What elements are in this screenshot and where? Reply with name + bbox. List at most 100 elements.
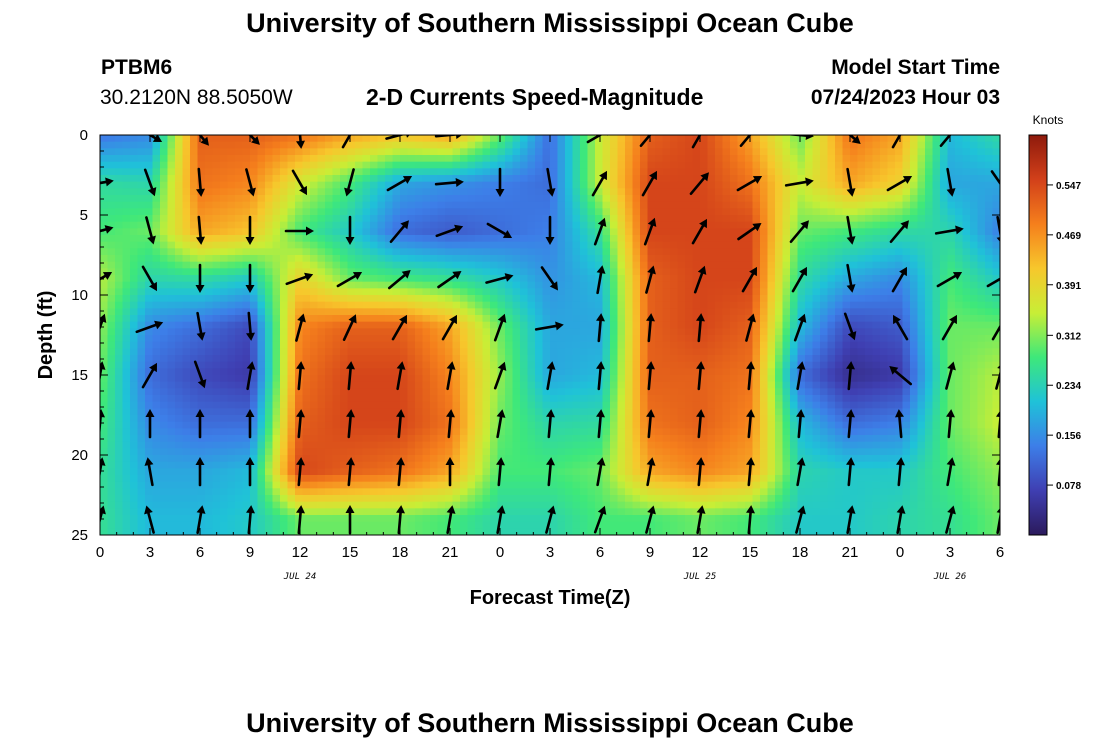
heatmap-cell xyxy=(392,488,401,496)
heatmap-cell xyxy=(715,275,724,283)
heatmap-cell xyxy=(565,528,574,535)
heatmap-cell xyxy=(250,461,259,469)
heatmap-cell xyxy=(467,475,476,483)
heatmap-cell xyxy=(325,248,334,256)
heatmap-cell xyxy=(107,281,116,289)
heatmap-cell xyxy=(595,501,604,509)
heatmap-cell xyxy=(220,135,229,143)
heatmap-cell xyxy=(587,241,596,249)
heatmap-cell xyxy=(707,348,716,356)
heatmap-cell xyxy=(482,215,491,223)
heatmap-cell xyxy=(175,195,184,203)
heatmap-cell xyxy=(700,388,709,396)
heatmap-cell xyxy=(310,255,319,263)
heatmap-cell xyxy=(100,408,109,416)
heatmap-cell xyxy=(332,255,341,263)
heatmap-cell xyxy=(182,448,191,456)
heatmap-cell xyxy=(535,395,544,403)
heatmap-cell xyxy=(535,375,544,383)
heatmap-cell xyxy=(182,475,191,483)
heatmap-cell xyxy=(242,375,251,383)
heatmap-cell xyxy=(370,268,379,276)
heatmap-cell xyxy=(400,281,409,289)
heatmap-cell xyxy=(362,148,371,156)
heatmap-cell xyxy=(317,381,326,389)
heatmap-cell xyxy=(310,221,319,229)
heatmap-cell xyxy=(362,475,371,483)
heatmap-cell xyxy=(137,148,146,156)
heatmap-cell xyxy=(340,148,349,156)
heatmap-cell xyxy=(265,375,274,383)
heatmap-cell xyxy=(550,415,559,423)
heatmap-cell xyxy=(572,215,581,223)
heatmap-cell xyxy=(310,428,319,436)
heatmap-cell xyxy=(145,341,154,349)
heatmap-cell xyxy=(610,488,619,496)
heatmap-cell xyxy=(107,141,116,149)
heatmap-cell xyxy=(572,355,581,363)
heatmap-cell xyxy=(205,495,214,503)
heatmap-cell xyxy=(580,361,589,369)
heatmap-cell xyxy=(332,461,341,469)
heatmap-cell xyxy=(265,328,274,336)
heatmap-cell xyxy=(100,488,109,496)
heatmap-cell xyxy=(407,368,416,376)
heatmap-cell xyxy=(595,401,604,409)
heatmap-cell xyxy=(677,428,686,436)
heatmap-cell xyxy=(422,401,431,409)
heatmap-cell xyxy=(512,395,521,403)
heatmap-cell xyxy=(452,441,461,449)
heatmap-cell xyxy=(362,515,371,523)
heatmap-cell xyxy=(392,348,401,356)
heatmap-cell xyxy=(662,135,671,143)
heatmap-cell xyxy=(362,141,371,149)
heatmap-cell xyxy=(190,255,199,263)
heatmap-cell xyxy=(535,415,544,423)
heatmap-cell xyxy=(520,515,529,523)
heatmap-cell xyxy=(167,261,176,269)
heatmap-cell xyxy=(550,455,559,463)
heatmap-cell xyxy=(572,301,581,309)
heatmap-cell xyxy=(617,395,626,403)
heatmap-cell xyxy=(437,235,446,243)
heatmap-cell xyxy=(415,161,424,169)
heatmap-cell xyxy=(647,181,656,189)
heatmap-cell xyxy=(212,241,221,249)
heatmap-cell xyxy=(250,368,259,376)
model-start-value: 07/24/2023 Hour 03 xyxy=(810,86,1000,109)
heatmap-cell xyxy=(685,328,694,336)
heatmap-cell xyxy=(557,415,566,423)
heatmap-cell xyxy=(227,248,236,256)
heatmap-cell xyxy=(205,528,214,535)
heatmap-cell xyxy=(467,428,476,436)
heatmap-cell xyxy=(152,488,161,496)
heatmap-cell xyxy=(692,361,701,369)
heatmap-cell xyxy=(452,461,461,469)
heatmap-cell xyxy=(557,408,566,416)
heatmap-cell xyxy=(392,341,401,349)
heatmap-cell xyxy=(392,335,401,343)
heatmap-cell xyxy=(550,168,559,176)
heatmap-cell xyxy=(610,275,619,283)
heatmap-cell xyxy=(625,388,634,396)
heatmap-cell xyxy=(302,401,311,409)
heatmap-cell xyxy=(602,441,611,449)
heatmap-cell xyxy=(167,481,176,489)
heatmap-cell xyxy=(535,148,544,156)
heatmap-cell xyxy=(677,328,686,336)
heatmap-cell xyxy=(355,321,364,329)
heatmap-cell xyxy=(205,341,214,349)
heatmap-cell xyxy=(250,455,259,463)
heatmap-cell xyxy=(205,288,214,296)
heatmap-cell xyxy=(475,408,484,416)
heatmap-cell xyxy=(385,455,394,463)
heatmap-cell xyxy=(310,355,319,363)
heatmap-cell xyxy=(587,321,596,329)
heatmap-cell xyxy=(167,348,176,356)
heatmap-cell xyxy=(490,415,499,423)
heatmap-cell xyxy=(685,381,694,389)
heatmap-cell xyxy=(392,528,401,535)
heatmap-cell xyxy=(580,415,589,423)
heatmap-cell xyxy=(175,381,184,389)
heatmap-cell xyxy=(400,435,409,443)
